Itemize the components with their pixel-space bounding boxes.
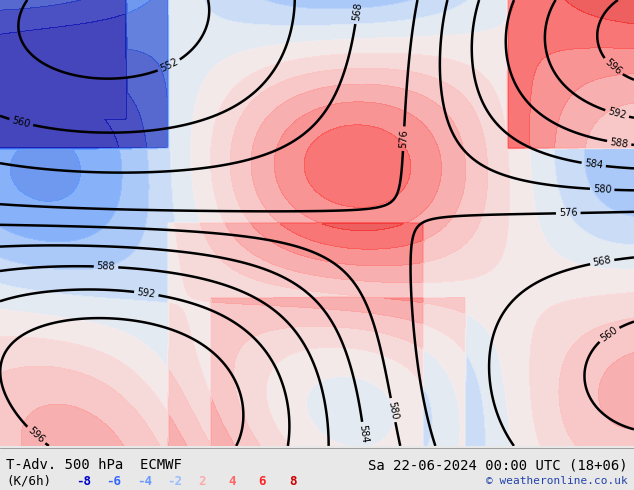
Text: 588: 588 [609,137,629,149]
Text: 580: 580 [593,184,612,195]
Text: 596: 596 [602,57,623,77]
Text: -8: -8 [76,475,91,488]
Text: 592: 592 [607,107,627,121]
Text: 596: 596 [26,425,46,445]
Text: 568: 568 [351,2,363,22]
Text: T-Adv. 500 hPa  ECMWF: T-Adv. 500 hPa ECMWF [6,458,182,472]
Text: (K/6h): (K/6h) [6,475,51,488]
Text: Sa 22-06-2024 00:00 UTC (18+06): Sa 22-06-2024 00:00 UTC (18+06) [368,458,628,472]
Text: 560: 560 [11,115,32,129]
Text: 584: 584 [358,424,370,444]
Text: 592: 592 [136,287,156,299]
Text: 6: 6 [259,475,266,488]
Text: 2: 2 [198,475,205,488]
Text: 4: 4 [228,475,236,488]
Text: 8: 8 [289,475,297,488]
Text: 568: 568 [592,255,612,269]
Text: -4: -4 [137,475,152,488]
Text: 560: 560 [598,325,619,343]
Text: -2: -2 [167,475,183,488]
Text: 580: 580 [386,400,399,420]
Text: -6: -6 [107,475,122,488]
Text: © weatheronline.co.uk: © weatheronline.co.uk [486,476,628,486]
Text: 588: 588 [96,262,115,272]
Text: 552: 552 [158,57,179,74]
Text: 584: 584 [584,158,604,171]
Text: 576: 576 [559,208,578,219]
Text: 576: 576 [398,129,409,148]
